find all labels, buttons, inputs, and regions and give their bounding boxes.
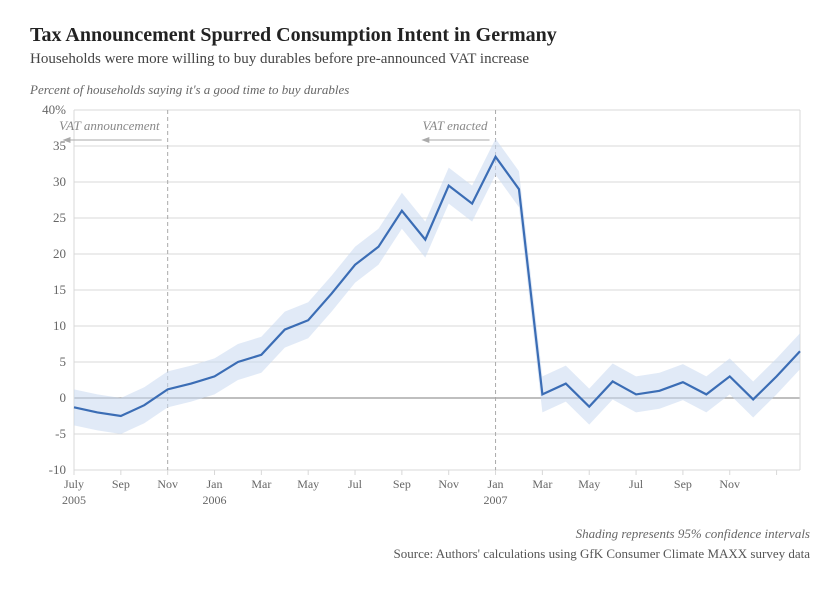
annotation-label: VAT enacted — [422, 118, 488, 133]
x-tick-label: Sep — [112, 477, 130, 491]
x-tick-label: Nov — [719, 477, 740, 491]
x-tick-label: Jul — [348, 477, 363, 491]
x-tick-label: July — [64, 477, 84, 491]
x-tick-label: Jan — [488, 477, 504, 491]
y-tick-label: -10 — [49, 462, 66, 477]
y-axis-title: Percent of households saying it's a good… — [30, 82, 810, 98]
annotation-label: VAT announcement — [59, 118, 160, 133]
y-tick-label: 30 — [53, 174, 66, 189]
confidence-band — [74, 139, 800, 434]
x-tick-label: May — [578, 477, 600, 491]
x-tick-label: Sep — [674, 477, 692, 491]
chart-area: -10-50510152025303540%JulySepNovJanMarMa… — [30, 100, 810, 520]
x-tick-label: Jul — [629, 477, 644, 491]
chart-svg: -10-50510152025303540%JulySepNovJanMarMa… — [30, 100, 810, 520]
y-tick-label: 0 — [60, 390, 67, 405]
x-tick-label: Mar — [532, 477, 552, 491]
y-tick-label: 10 — [53, 318, 66, 333]
y-tick-label: 25 — [53, 210, 66, 225]
x-tick-label: Sep — [393, 477, 411, 491]
x-tick-label: Nov — [157, 477, 178, 491]
x-year-label: 2005 — [62, 493, 86, 507]
x-tick-label: May — [297, 477, 319, 491]
x-tick-label: Mar — [251, 477, 271, 491]
y-tick-label: 20 — [53, 246, 66, 261]
x-year-label: 2006 — [203, 493, 227, 507]
source-line: Source: Authors' calculations using GfK … — [30, 546, 810, 562]
x-tick-label: Nov — [438, 477, 459, 491]
y-tick-label: 5 — [60, 354, 67, 369]
y-tick-label: 40% — [42, 102, 66, 117]
shading-note: Shading represents 95% confidence interv… — [30, 526, 810, 542]
x-year-label: 2007 — [484, 493, 508, 507]
figure-container: Tax Announcement Spurred Consumption Int… — [0, 0, 840, 600]
chart-title: Tax Announcement Spurred Consumption Int… — [30, 24, 810, 47]
y-tick-label: -5 — [55, 426, 66, 441]
x-tick-label: Jan — [207, 477, 223, 491]
chart-subtitle: Households were more willing to buy dura… — [30, 51, 810, 68]
y-tick-label: 15 — [53, 282, 66, 297]
